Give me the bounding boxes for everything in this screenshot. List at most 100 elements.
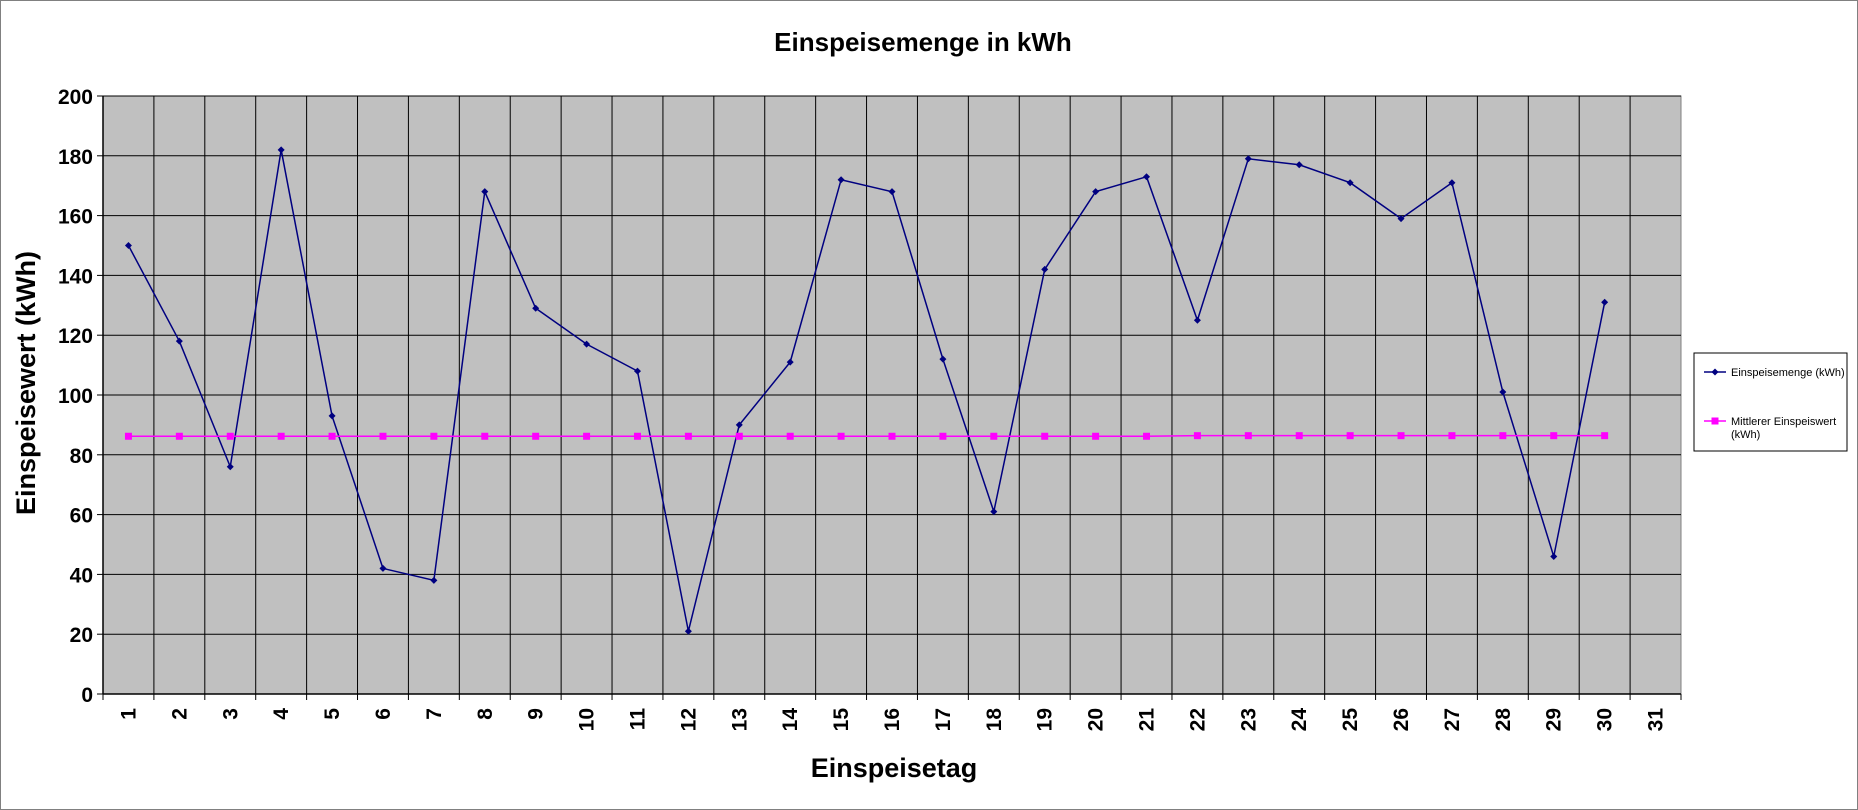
data-point-mittlerer-einspeiswert: [1295, 432, 1303, 440]
data-point-mittlerer-einspeiswert: [1499, 432, 1507, 440]
x-tick-label: 3: [219, 708, 242, 720]
data-point-einspeisemenge: [226, 463, 234, 471]
data-point-einspeisemenge: [633, 367, 641, 375]
x-tick-label: 25: [1339, 708, 1362, 732]
x-tick-label: 1: [117, 708, 140, 720]
data-point-mittlerer-einspeiswert: [277, 432, 285, 440]
y-tick-label: 200: [58, 86, 93, 109]
legend-marker-mittlerer: [1711, 417, 1719, 425]
data-point-einspeisemenge: [583, 340, 591, 348]
data-point-einspeisemenge: [939, 355, 947, 363]
x-tick-label: 6: [372, 708, 395, 720]
x-tick-label: 17: [932, 708, 955, 731]
data-point-einspeisemenge: [1193, 316, 1201, 324]
data-point-mittlerer-einspeiswert: [1550, 432, 1558, 440]
data-point-mittlerer-einspeiswert: [583, 432, 591, 440]
x-tick-label: 20: [1085, 708, 1108, 731]
data-point-einspeisemenge: [175, 337, 183, 345]
x-tick-label: 9: [525, 708, 548, 720]
data-point-mittlerer-einspeiswert: [430, 432, 438, 440]
legend: Einspeisemenge (kWh) Mittlerer Einspeisw…: [1693, 352, 1848, 452]
y-tick-label: 20: [70, 624, 93, 647]
data-point-mittlerer-einspeiswert: [1092, 432, 1100, 440]
x-tick-label: 22: [1186, 708, 1209, 731]
data-point-einspeisemenge: [1397, 215, 1405, 223]
data-point-einspeisemenge: [1295, 161, 1303, 169]
data-point-einspeisemenge: [990, 508, 998, 516]
x-axis-label: Einspeisetag: [811, 753, 978, 783]
data-point-einspeisemenge: [124, 242, 132, 249]
data-point-mittlerer-einspeiswert: [481, 432, 489, 440]
x-tick-label: 4: [270, 708, 293, 720]
legend-label-mittlerer: Mittlerer Einspeiswert (kWh): [1731, 416, 1839, 441]
data-point-einspeisemenge: [1550, 552, 1558, 560]
data-point-einspeisemenge: [1143, 173, 1151, 181]
data-point-mittlerer-einspeiswert: [1244, 432, 1252, 440]
data-point-mittlerer-einspeiswert: [1041, 432, 1049, 440]
data-point-mittlerer-einspeiswert: [1448, 432, 1456, 440]
y-tick-label: 100: [58, 385, 93, 408]
x-tick-label: 31: [1645, 708, 1668, 732]
data-point-mittlerer-einspeiswert: [684, 432, 692, 440]
chart-title: Einspeisemenge in kWh: [774, 27, 1072, 57]
data-point-einspeisemenge: [1499, 388, 1507, 396]
data-point-mittlerer-einspeiswert: [1346, 432, 1354, 440]
x-tick-label: 2: [168, 708, 191, 720]
data-point-mittlerer-einspeiswert: [1397, 432, 1405, 440]
x-tick-label: 24: [1288, 708, 1311, 732]
x-tick-label: 29: [1543, 708, 1566, 731]
x-tick-label: 23: [1237, 708, 1260, 731]
data-point-mittlerer-einspeiswert: [939, 432, 947, 440]
legend-box: [1693, 352, 1848, 452]
data-point-mittlerer-einspeiswert: [786, 432, 794, 440]
x-tick-label: 26: [1390, 708, 1413, 731]
data-point-mittlerer-einspeiswert: [379, 432, 387, 440]
series-line-mittlerer-einspeiswert: [128, 434, 1605, 438]
x-tick-label: 13: [728, 708, 751, 731]
data-point-einspeisemenge: [532, 304, 540, 312]
x-tick-label: 14: [779, 708, 802, 732]
series-layer: [124, 146, 1609, 635]
data-point-einspeisemenge: [328, 412, 336, 420]
grid-lines: [103, 95, 1681, 694]
x-tick-label: 18: [983, 708, 1006, 732]
data-point-mittlerer-einspeiswert: [1193, 432, 1201, 440]
x-tick-labels: 1 2 3 4 5 6 7 8 9 10 11 12 13 14 15 16 17 18 19 20 21 22 23 24 2…: [117, 708, 1667, 732]
x-tick-label: 28: [1492, 708, 1515, 732]
data-point-einspeisemenge: [1092, 188, 1100, 196]
data-point-einspeisemenge: [786, 358, 794, 366]
y-tick-label: 40: [70, 564, 93, 587]
axes: [97, 95, 1682, 700]
data-point-einspeisemenge: [430, 576, 438, 584]
y-tick-label: 140: [58, 265, 93, 288]
y-tick-label: 0: [81, 684, 93, 707]
x-tick-label: 15: [830, 708, 853, 732]
x-tick-label: 21: [1136, 708, 1159, 732]
x-tick-label: 10: [576, 708, 599, 731]
data-point-mittlerer-einspeiswert: [990, 432, 998, 440]
data-point-mittlerer-einspeiswert: [226, 432, 234, 440]
data-point-mittlerer-einspeiswert: [633, 432, 641, 440]
y-tick-label: 180: [58, 146, 93, 169]
data-point-einspeisemenge: [1244, 155, 1252, 163]
y-tick-label: 120: [58, 325, 93, 348]
y-axis-label: Einspeisewert (kWh): [11, 251, 41, 515]
x-tick-label: 5: [321, 708, 344, 720]
data-point-einspeisemenge: [1448, 179, 1456, 187]
data-point-einspeisemenge: [1601, 298, 1609, 306]
x-tick-label: 8: [474, 708, 497, 720]
x-tick-label: 12: [677, 708, 700, 731]
data-point-mittlerer-einspeiswert: [532, 432, 540, 440]
data-point-einspeisemenge: [1041, 265, 1049, 273]
data-point-einspeisemenge: [1346, 179, 1354, 187]
x-tick-label: 19: [1034, 708, 1057, 731]
y-tick-label: 80: [70, 445, 93, 468]
data-point-einspeisemenge: [888, 188, 896, 196]
data-point-einspeisemenge: [684, 627, 692, 635]
data-point-mittlerer-einspeiswert: [175, 432, 183, 440]
series-line-einspeisemenge: [127, 149, 1606, 632]
data-point-einspeisemenge: [837, 176, 845, 184]
data-point-einspeisemenge: [379, 564, 387, 572]
